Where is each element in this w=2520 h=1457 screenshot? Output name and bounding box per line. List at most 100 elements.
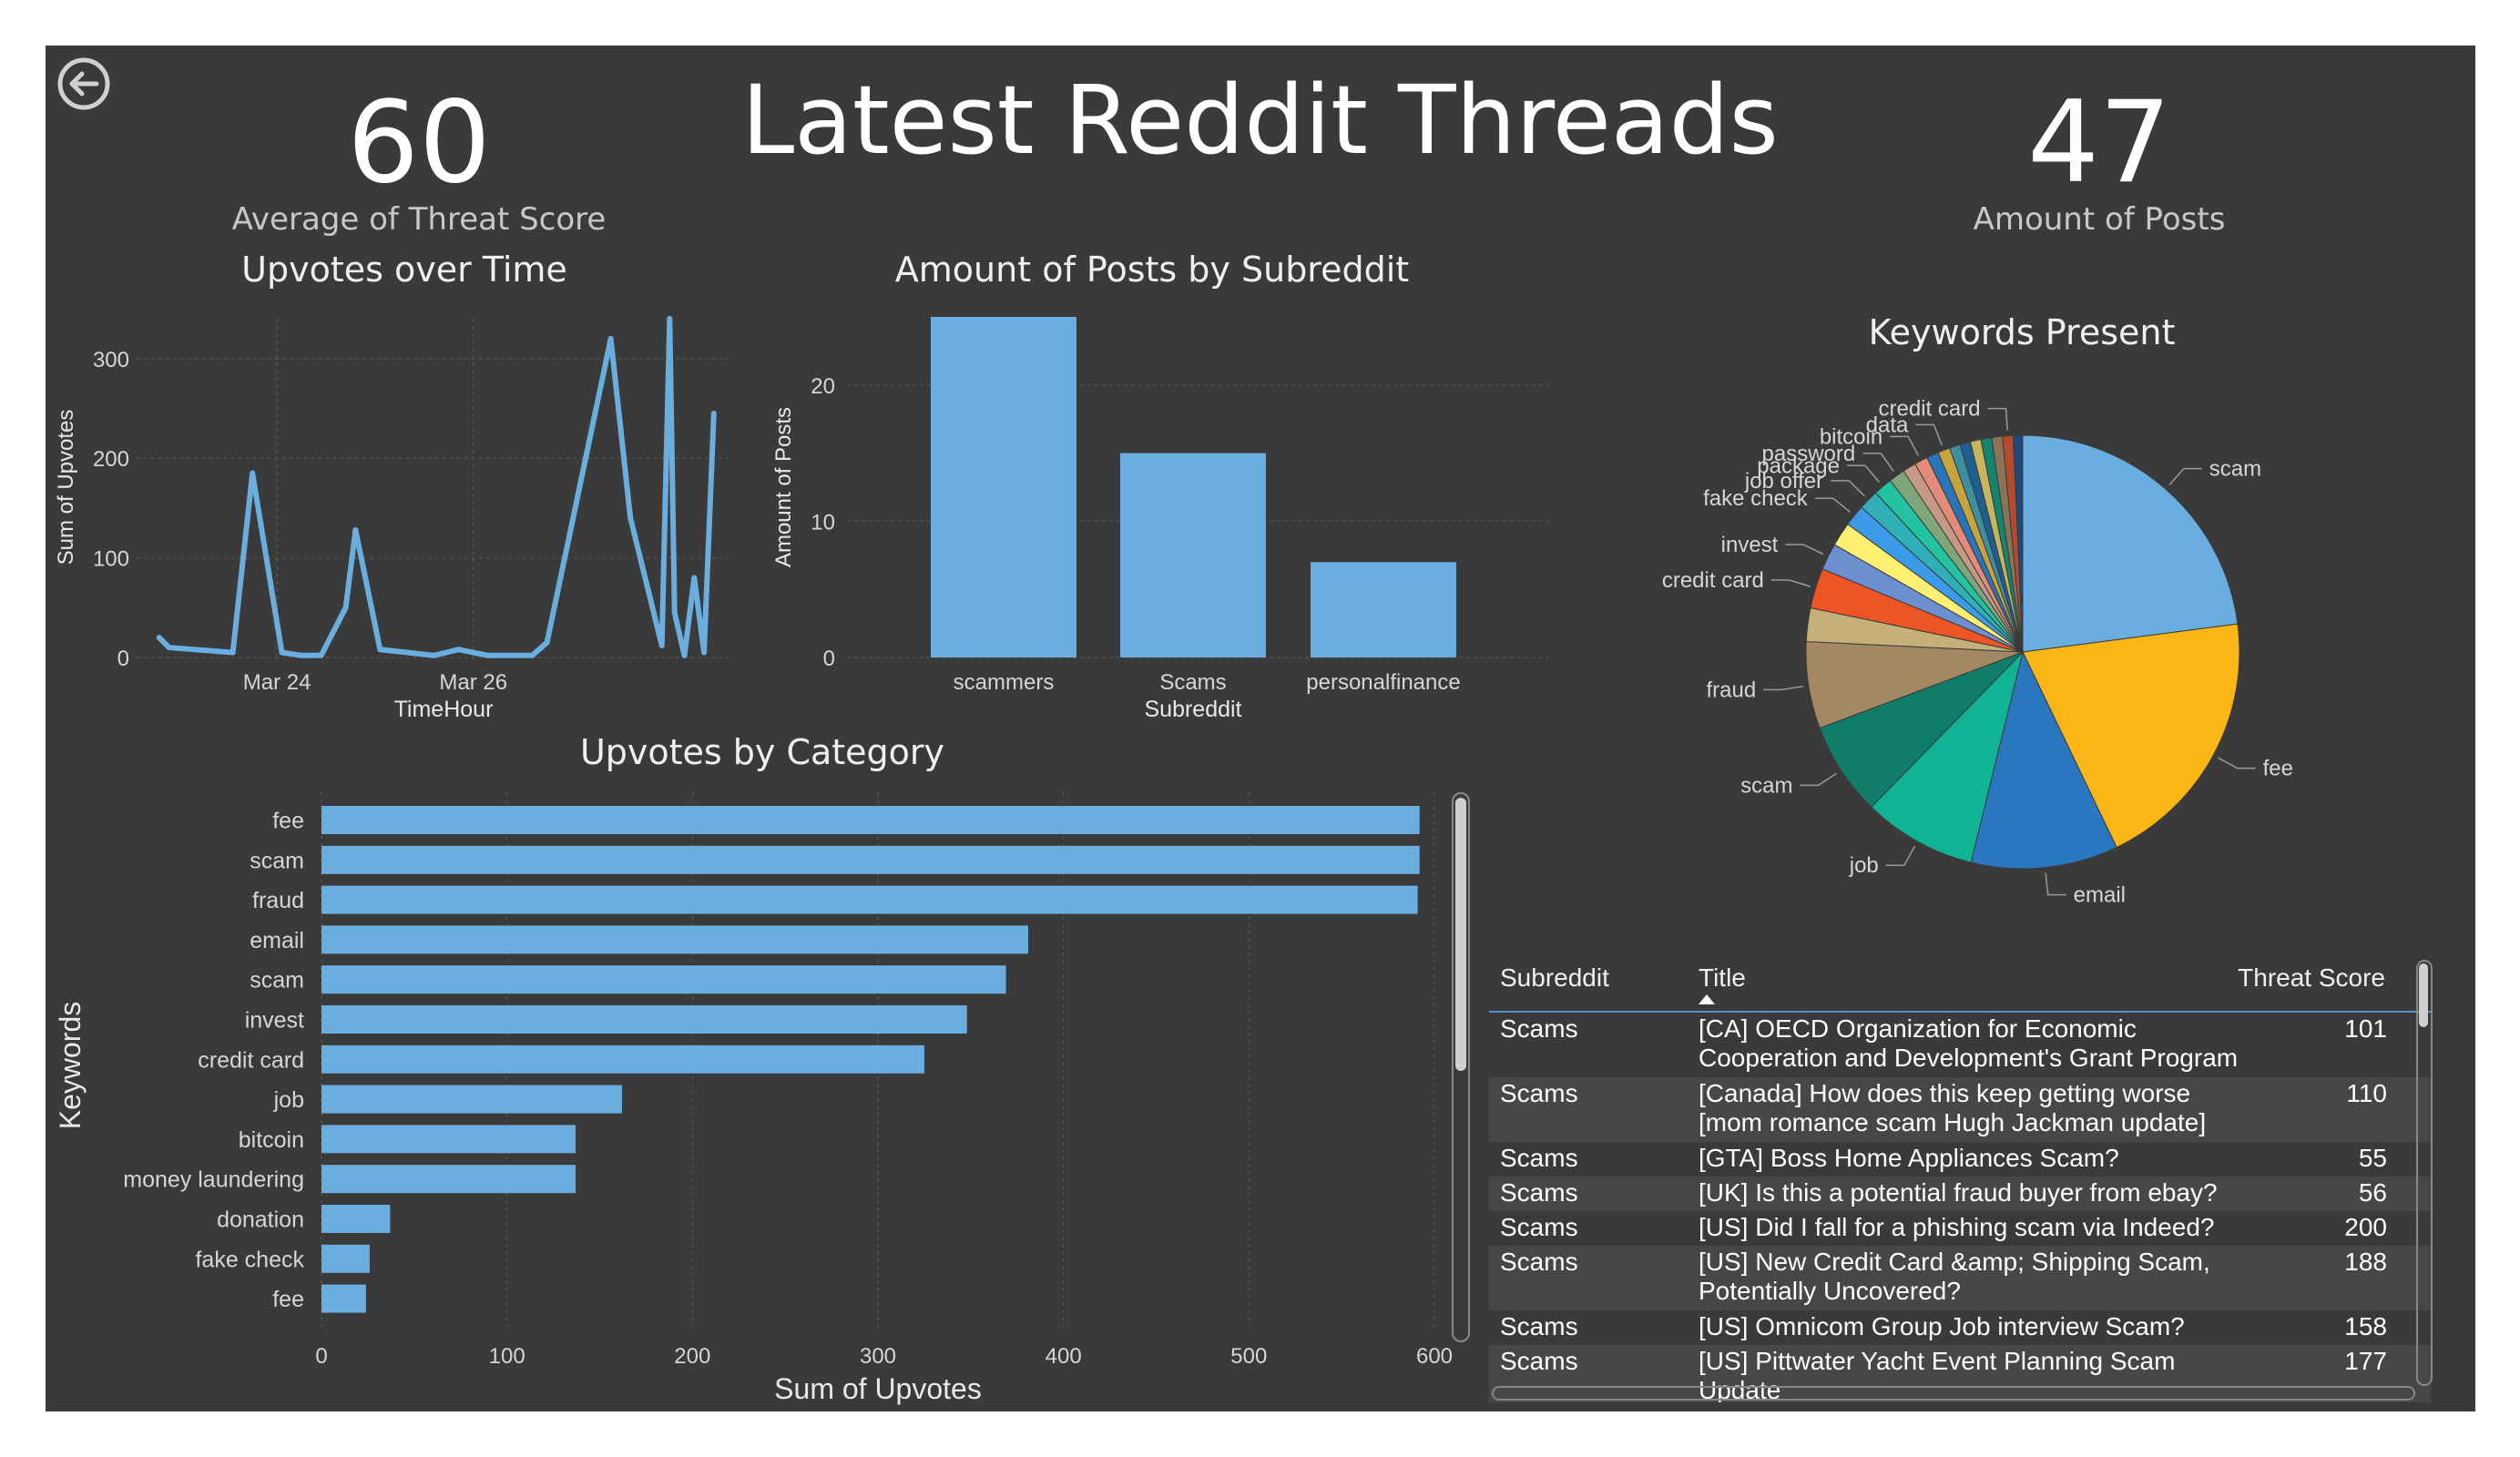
bar-job — [321, 1085, 622, 1114]
leader-line — [1770, 579, 1811, 587]
cell-threat-score: 200 — [2344, 1213, 2387, 1241]
cell-subreddit: Scams — [1500, 1213, 1578, 1241]
category-scroll-thumb[interactable] — [1455, 798, 1466, 1071]
series-line-upvotes — [157, 316, 717, 658]
cell-threat-score: 56 — [2358, 1178, 2387, 1207]
x-tick-label: 200 — [674, 1344, 710, 1369]
cell-threat-score: 158 — [2344, 1312, 2387, 1340]
pie-slice — [2022, 623, 2240, 849]
slice-label: email — [2074, 883, 2126, 908]
y-tick-label: 0 — [823, 647, 835, 671]
pie-slice — [1819, 651, 2024, 808]
y-tick-label: scam — [250, 968, 304, 993]
cell-threat-score: 101 — [2344, 1014, 2387, 1043]
upvotes-category-title: Upvotes by Category — [579, 732, 945, 772]
back-arrow-icon[interactable] — [56, 56, 111, 111]
table-row[interactable]: Scams [UK] Is this a potential fraud buye… — [1489, 1177, 2431, 1211]
data-point — [544, 639, 550, 646]
data-point — [671, 609, 678, 616]
x-tick-label: 500 — [1230, 1344, 1267, 1369]
data-point — [485, 652, 491, 658]
cell-threat-score: 177 — [2344, 1347, 2387, 1375]
data-point — [377, 647, 383, 653]
data-point — [667, 316, 673, 321]
y-tick-label: email — [250, 928, 304, 953]
cell-threat-score: 110 — [2346, 1079, 2387, 1107]
slice-label: fraud — [1707, 678, 1757, 702]
table-row[interactable]: Scams [US] New Credit Card &amp; Shipping… — [1489, 1246, 2431, 1310]
slice-label: scam — [2209, 457, 2261, 482]
x-tick-label: Scams — [1159, 670, 1226, 695]
bar-bitcoin — [321, 1125, 576, 1154]
x-axis-title: Subreddit — [1144, 697, 1241, 722]
data-point — [431, 652, 437, 658]
slice-label: password — [1762, 442, 1856, 466]
cell-title-line: [UK] Is this a potential fraud buyer fro… — [1699, 1178, 2218, 1207]
y-tick-label: scam — [250, 848, 304, 873]
category-scroll-track[interactable] — [1452, 792, 1470, 1342]
bar-email — [321, 925, 1028, 954]
column-header-title[interactable]: Title — [1699, 963, 1746, 992]
table-hscroll-track[interactable] — [1492, 1386, 2415, 1401]
y-axis-title: Amount of Posts — [771, 407, 796, 567]
table-vscroll-track[interactable] — [2416, 960, 2433, 1386]
data-point — [250, 470, 256, 476]
table-row[interactable]: Scams [US] Pittwater Yacht Event Planning… — [1489, 1345, 2431, 1402]
y-axis-title: Sum of Upvotes — [54, 410, 78, 565]
leader-line — [1763, 685, 1804, 691]
slice-label: package — [1757, 453, 1840, 478]
data-point — [627, 515, 634, 521]
y-tick-label: fee — [272, 809, 304, 834]
posts-subreddit-title: Amount of Posts by Subreddit — [894, 250, 1410, 290]
leader-line — [1885, 845, 1916, 866]
cell-threat-score: 188 — [2344, 1248, 2387, 1276]
data-point — [352, 526, 359, 533]
column-header-threat-score[interactable]: Threat Score — [2238, 963, 2385, 992]
column-header-subreddit[interactable]: Subreddit — [1500, 963, 1609, 992]
slice-label: job — [1849, 853, 1879, 878]
slice-label: fee — [2263, 757, 2293, 781]
x-axis-title: TimeHour — [394, 697, 494, 722]
bar-fee — [321, 806, 1420, 834]
slice-label: fake check — [1703, 486, 1809, 511]
table-row[interactable]: Scams [CA] OECD Organization for Economic… — [1489, 1013, 2431, 1077]
slice-label: bitcoin — [1820, 424, 1882, 449]
x-axis-title: Sum of Upvotes — [774, 1372, 982, 1405]
leader-line — [1800, 772, 1838, 787]
table-vscroll-thumb[interactable] — [2419, 963, 2428, 1027]
cell-title-line: [US] New Credit Card &amp; Shipping Scam… — [1699, 1248, 2210, 1276]
data-point — [156, 635, 162, 641]
table-row[interactable]: Scams [US] Did I fall for a phishing scam… — [1489, 1211, 2431, 1246]
pie-slice — [1970, 650, 2117, 870]
data-point — [710, 410, 717, 416]
cell-title-line: Update — [1699, 1376, 1781, 1402]
cell-title-line: [mom romance scam Hugh Jackman update] — [1699, 1108, 2207, 1136]
y-tick-label: money laundering — [123, 1167, 304, 1193]
slice-label: scam — [1740, 773, 1792, 798]
bar-scam — [321, 965, 1006, 994]
table-row[interactable]: Scams [GTA] Boss Home Appliances Scam? 55 — [1489, 1142, 2431, 1177]
data-point — [299, 652, 305, 658]
x-tick-label: 0 — [315, 1344, 327, 1369]
data-point — [529, 652, 536, 658]
bar-fraud — [321, 885, 1418, 914]
y-tick-label: 300 — [93, 348, 129, 372]
cell-subreddit: Scams — [1500, 1079, 1578, 1107]
kpi-threat-score-value: 60 — [347, 77, 491, 209]
table-row[interactable]: Scams [Canada] How does this keep getting… — [1489, 1077, 2431, 1142]
y-tick-label: fraud — [252, 888, 304, 913]
data-point — [230, 649, 236, 656]
y-tick-label: job — [273, 1087, 304, 1113]
table-header: Subreddit Title Threat Score — [1489, 947, 2431, 1013]
table-row[interactable]: Scams [US] Omnicom Group Job interview Sc… — [1489, 1310, 2431, 1345]
leader-line — [1831, 480, 1865, 497]
keywords-title: Keywords Present — [1868, 312, 2176, 352]
data-point — [701, 649, 708, 656]
cell-threat-score: 55 — [2358, 1144, 2387, 1172]
cell-title-line: [US] Pittwater Yacht Event Planning Scam — [1699, 1347, 2176, 1375]
cell-title-line: [CA] OECD Organization for Economic — [1699, 1014, 2137, 1043]
